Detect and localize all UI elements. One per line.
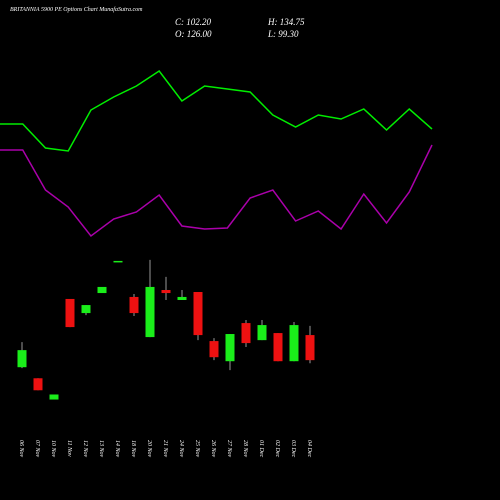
series-line [0,69,433,152]
x-tick-label: 04 Dec [306,440,313,457]
candle-body [129,296,139,314]
candle-body [161,289,171,294]
x-tick-label: 11 Nov [66,440,72,457]
x-tick-label: 26 Nov [210,440,216,458]
x-tick-label: 01 Dec [258,440,264,457]
candle-body [17,350,27,368]
candle-body [241,323,251,344]
chart-title: BRITANNIA 5900 PE Options Chart MunafaSu… [10,6,143,13]
candle-body [257,325,267,341]
x-tick-label: 21 Nov [162,440,168,458]
x-tick-label: 02 Dec [274,440,280,457]
candle-body [49,394,59,400]
candle-body [97,286,107,294]
low-label: L: 99.30 [267,29,299,39]
x-tick-label: 28 Nov [242,440,248,458]
x-tick-label: 03 Dec [290,440,296,457]
candle-body [113,260,123,263]
x-tick-label: 20 Nov [146,440,152,458]
x-tick-label: 07 Nov [34,440,40,458]
x-tick-label: 12 Nov [82,440,88,458]
candle-body [209,341,219,358]
x-tick-label: 13 Nov [98,440,104,458]
x-tick-label: 25 Nov [194,440,200,458]
candle-body [305,335,315,361]
candle-body [145,286,155,338]
candle-body [177,296,187,301]
candle-body [33,378,43,391]
x-tick-label: 14 Nov [114,440,121,458]
candle-body [65,298,75,328]
series-line [0,144,433,238]
x-tick-label: 24 Nov [178,440,185,458]
x-tick-label: 27 Nov [226,440,232,458]
high-label: H: 134.75 [267,17,305,27]
x-tick-label: 10 Nov [50,440,56,458]
candle-body [289,325,299,362]
close-label: C: 102.20 [175,17,212,27]
x-tick-label: 18 Nov [130,440,136,458]
x-tick-label: 06 Nov [18,440,24,458]
open-label: O: 126.00 [175,29,212,39]
candle-body [81,305,91,314]
candle-body [273,333,283,362]
candle-body [225,334,235,362]
candle-body [193,291,203,336]
